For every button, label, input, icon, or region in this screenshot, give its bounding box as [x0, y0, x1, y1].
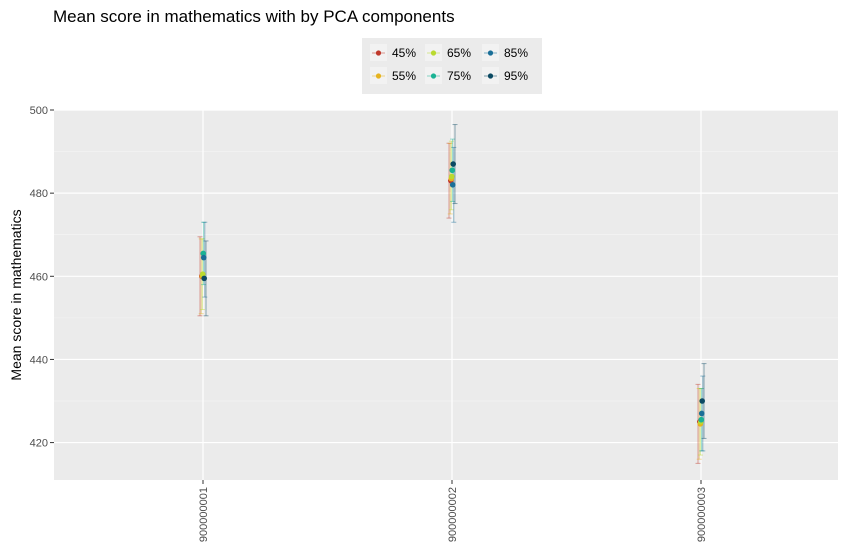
legend-key-point: [430, 50, 437, 56]
y-tick-label: 420: [30, 438, 48, 450]
legend-key-point: [430, 73, 437, 79]
data-point: [450, 161, 457, 167]
chart-title: Mean score in mathematics with by PCA co…: [53, 7, 455, 26]
legend-label: 65%: [447, 46, 471, 60]
y-axis-title: Mean score in mathematics: [8, 209, 24, 380]
data-point: [698, 416, 705, 423]
data-point: [200, 250, 207, 257]
grid: [54, 109, 838, 480]
x-axis: 900000001 900000002 900000003: [198, 480, 708, 542]
data-point: [200, 254, 207, 261]
chart-marks: [197, 124, 707, 464]
legend-label: 85%: [504, 46, 528, 60]
plot-panel: [54, 110, 838, 480]
data-point: [201, 275, 207, 282]
legend-key-point: [375, 50, 382, 56]
x-tick-label: 900000003: [696, 487, 708, 542]
legend-box: [362, 38, 542, 94]
legend-label: 45%: [392, 46, 416, 60]
legend-key-point: [487, 50, 494, 56]
legend-label: 95%: [504, 69, 528, 83]
legend-label: 55%: [392, 69, 416, 83]
data-point: [448, 173, 455, 180]
y-tick-label: 480: [30, 188, 48, 200]
y-tick-label: 500: [30, 105, 48, 117]
data-point: [449, 167, 456, 174]
data-point: [449, 182, 456, 188]
y-tick-label: 440: [30, 354, 48, 366]
data-point: [698, 410, 705, 417]
legend-key-point: [375, 73, 382, 79]
y-tick-label: 460: [30, 271, 48, 283]
x-tick-label: 900000001: [198, 487, 210, 542]
y-axis: 420 440 460 480 500: [30, 105, 54, 450]
legend-label: 75%: [447, 69, 471, 83]
x-tick-label: 900000002: [447, 487, 459, 542]
legend-key-point: [487, 73, 494, 79]
legend: 45% 55% 65% 75% 85% 95%: [370, 44, 528, 84]
data-point: [699, 398, 705, 404]
